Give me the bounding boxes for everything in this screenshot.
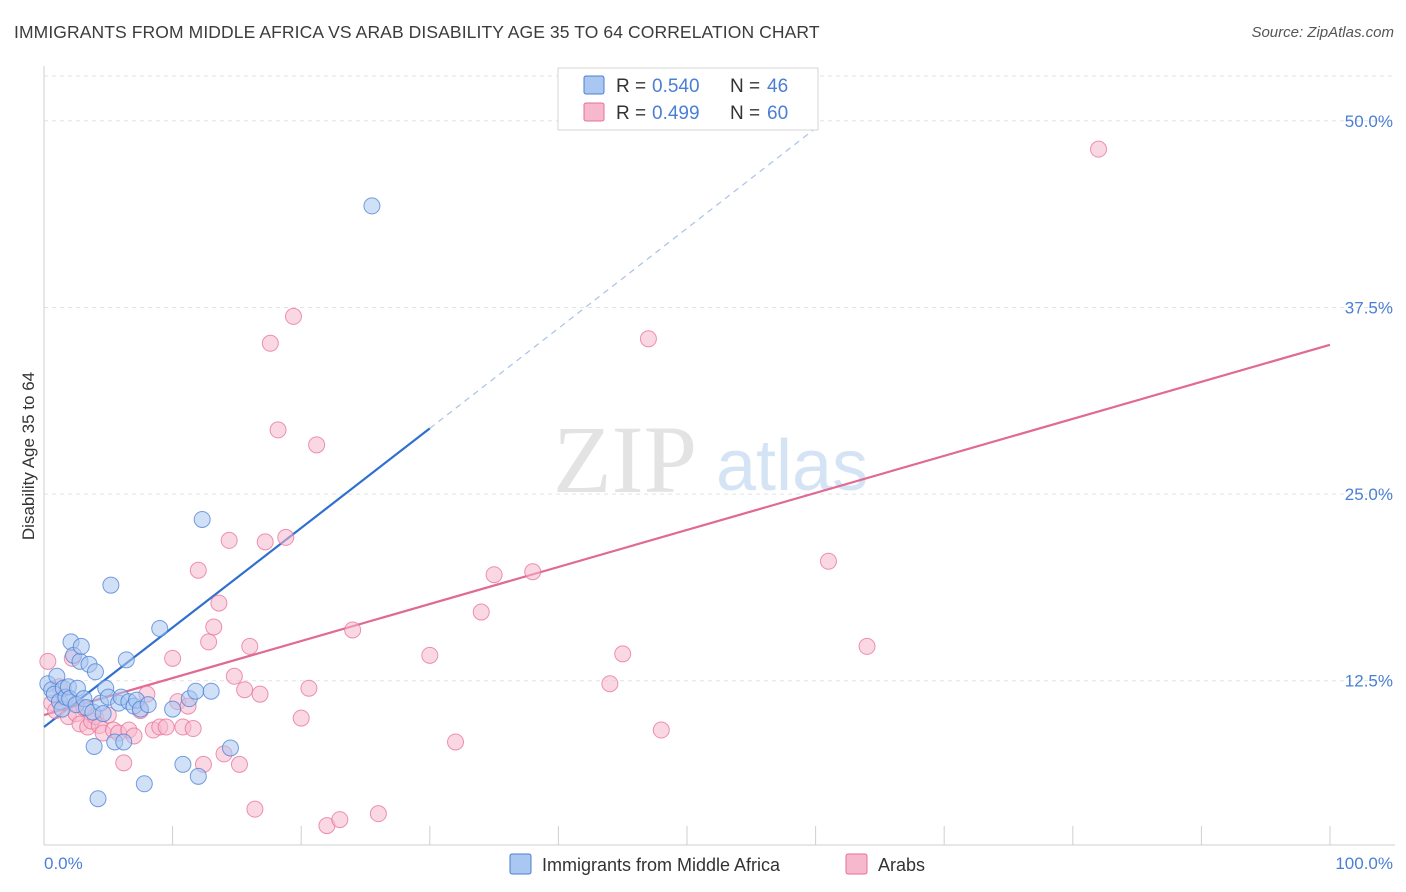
bottom-legend-swatch-pink xyxy=(845,853,868,875)
point-arabs xyxy=(601,675,619,693)
point-arabs xyxy=(39,652,57,670)
trend-line-middle-africa xyxy=(43,427,431,728)
watermark: ZIP atlas xyxy=(553,406,868,513)
point-arabs xyxy=(246,800,264,818)
legend: R = 0.540 N = 46 R = 0.499 N = 60 xyxy=(557,67,819,131)
point-middle-africa xyxy=(187,682,205,700)
point-arabs xyxy=(1090,140,1108,158)
trend-line-middle-africa-extension xyxy=(429,127,816,429)
point-arabs xyxy=(308,436,326,454)
point-middle-africa xyxy=(135,775,153,793)
point-arabs xyxy=(472,603,490,621)
point-arabs xyxy=(284,307,302,325)
point-arabs xyxy=(344,621,362,639)
point-arabs xyxy=(220,531,238,549)
point-middle-africa xyxy=(202,682,220,700)
trend-lines xyxy=(43,127,1331,728)
point-arabs xyxy=(189,561,207,579)
point-arabs xyxy=(524,563,542,581)
point-arabs xyxy=(277,528,295,546)
point-arabs xyxy=(236,681,254,699)
y-tick-labels: 12.5% 25.0% 37.5% 50.0% xyxy=(1345,112,1393,691)
legend-r-value-2: 0.499 xyxy=(652,103,700,124)
point-arabs xyxy=(421,646,439,664)
point-arabs xyxy=(210,594,228,612)
point-arabs xyxy=(819,552,837,570)
data-points xyxy=(39,140,1108,835)
y-tick-label: 12.5% xyxy=(1345,672,1393,691)
bottom-legend-label-pink: Arabs xyxy=(878,855,925,875)
legend-n-label-1: N = xyxy=(730,76,760,97)
point-middle-africa xyxy=(86,663,104,681)
point-arabs xyxy=(269,421,287,439)
point-middle-africa xyxy=(117,651,135,669)
point-arabs xyxy=(447,733,465,751)
legend-swatch-blue xyxy=(583,75,605,95)
point-arabs xyxy=(256,533,274,551)
point-arabs xyxy=(292,709,310,727)
bottom-legend: Immigrants from Middle Africa Arabs xyxy=(509,853,925,875)
point-arabs xyxy=(858,637,876,655)
point-middle-africa xyxy=(85,737,103,755)
point-arabs xyxy=(300,679,318,697)
legend-n-label-2: N = xyxy=(730,103,760,124)
point-middle-africa xyxy=(363,197,381,215)
x-tick-label: 100.0% xyxy=(1335,854,1393,873)
point-arabs xyxy=(251,685,269,703)
legend-swatch-pink xyxy=(583,102,605,122)
point-arabs xyxy=(369,805,387,823)
legend-r-value-1: 0.540 xyxy=(652,76,700,97)
watermark-atlas: atlas xyxy=(716,426,868,506)
y-tick-label: 50.0% xyxy=(1345,112,1393,131)
point-arabs xyxy=(261,334,279,352)
point-arabs xyxy=(205,618,223,636)
point-middle-africa xyxy=(193,510,211,528)
point-middle-africa xyxy=(151,619,169,637)
point-middle-africa xyxy=(115,733,133,751)
axes xyxy=(43,66,1395,846)
point-arabs xyxy=(639,330,657,348)
point-arabs xyxy=(184,720,202,738)
point-arabs xyxy=(115,754,133,772)
point-middle-africa xyxy=(174,755,192,773)
point-middle-africa xyxy=(189,767,207,785)
bottom-legend-swatch-blue xyxy=(509,853,532,875)
chart-source: Source: ZipAtlas.com xyxy=(1251,24,1394,41)
watermark-zip: ZIP xyxy=(553,406,697,513)
chart-title: IMMIGRANTS FROM MIDDLE AFRICA VS ARAB DI… xyxy=(14,22,820,42)
point-middle-africa xyxy=(94,705,112,723)
point-arabs xyxy=(164,649,182,667)
x-tick-label: 0.0% xyxy=(44,854,83,873)
y-tick-label: 37.5% xyxy=(1345,298,1393,317)
point-middle-africa xyxy=(72,637,90,655)
point-middle-africa xyxy=(164,700,182,718)
legend-n-value-2: 60 xyxy=(767,103,788,124)
point-arabs xyxy=(230,755,248,773)
point-middle-africa xyxy=(221,739,239,757)
point-arabs xyxy=(331,811,349,829)
grid xyxy=(44,75,1395,682)
point-middle-africa xyxy=(139,696,157,714)
point-arabs xyxy=(485,566,503,584)
point-arabs xyxy=(652,721,670,739)
point-arabs xyxy=(614,645,632,663)
point-middle-africa xyxy=(102,576,120,594)
point-arabs xyxy=(241,637,259,655)
y-axis-label: Disability Age 35 to 64 xyxy=(19,372,38,540)
bottom-legend-label-blue: Immigrants from Middle Africa xyxy=(542,855,781,875)
y-tick-label: 25.0% xyxy=(1345,485,1393,504)
point-arabs xyxy=(157,718,175,736)
legend-r-label-2: R = xyxy=(616,103,646,124)
legend-r-label-1: R = xyxy=(616,76,646,97)
point-arabs xyxy=(200,633,218,651)
legend-n-value-1: 46 xyxy=(767,76,788,97)
x-tick-labels: 0.0% 100.0% xyxy=(44,854,1393,873)
point-middle-africa xyxy=(89,790,107,808)
point-arabs xyxy=(225,667,243,685)
trend-line-arabs xyxy=(43,343,1331,717)
